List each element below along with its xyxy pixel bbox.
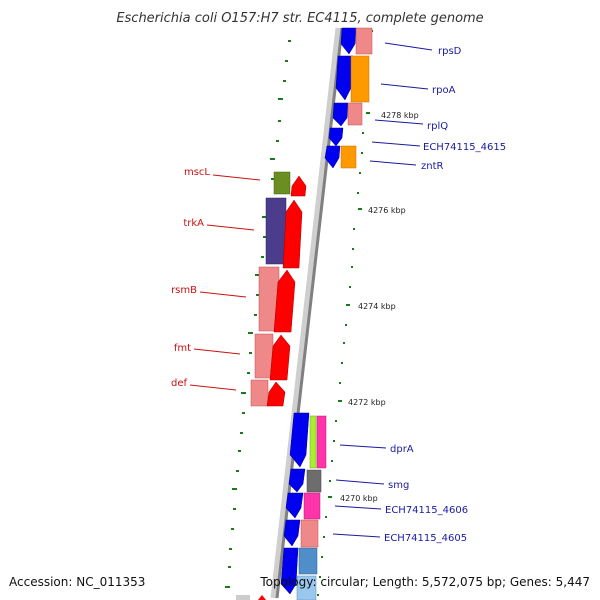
gene-label-rsmB[interactable]: rsmB: [171, 285, 197, 296]
tick-label-4278: 4278 kbp: [381, 111, 419, 120]
left-gene-labels: mscL trkA rsmB fmt def: [171, 167, 261, 391]
gene-label-def[interactable]: def: [171, 378, 188, 389]
lower-gene-cluster: [236, 412, 327, 600]
gene-arrow-rpsD[interactable]: [340, 27, 357, 55]
gene-arrow-rsmB[interactable]: [273, 269, 296, 333]
right-gene-labels: rpsD rpoA rplQ ECH74115_4615 zntR dprA s…: [332, 42, 506, 544]
accession-label: Accession: NC_011353: [9, 575, 145, 589]
gene-label-ECH74115_4605[interactable]: ECH74115_4605: [384, 533, 467, 544]
tick-label-4274: 4274 kbp: [358, 302, 396, 311]
middle-gene-cluster: [250, 171, 307, 407]
gene-arrow-fmt[interactable]: [269, 334, 291, 381]
gene-label-fmt[interactable]: fmt: [174, 343, 191, 354]
inner-dotted-ticks: [225, 40, 291, 588]
gene-arrow-ECH74115_4606[interactable]: [285, 492, 304, 519]
gene-arrow-dprA[interactable]: [289, 412, 310, 468]
gene-label-ECH74115_4606[interactable]: ECH74115_4606: [385, 505, 468, 516]
gene-arrow-ECH74115_4615[interactable]: [328, 127, 344, 147]
gene-label-mscL[interactable]: mscL: [184, 167, 210, 178]
tick-label-4272: 4272 kbp: [348, 398, 386, 407]
gene-arrow-zntR[interactable]: [324, 145, 341, 169]
gene-arrow-def[interactable]: [266, 381, 286, 407]
gene-label-rplQ[interactable]: rplQ: [427, 121, 448, 132]
gene-arrow-mscL[interactable]: [290, 175, 307, 197]
gene-arrow-rplQ[interactable]: [332, 102, 349, 127]
scale-tick-labels: 4278 kbp 4276 kbp 4274 kbp 4272 kbp 4270…: [340, 111, 419, 503]
gene-label-zntR[interactable]: zntR: [421, 161, 444, 172]
gene-arrow-smg[interactable]: [288, 468, 306, 493]
tick-label-4270: 4270 kbp: [340, 494, 378, 503]
gene-arrow-ECH74115_4605[interactable]: [283, 519, 301, 547]
upper-gene-cluster: [324, 27, 373, 169]
gene-arrow-rpoA[interactable]: [335, 55, 354, 101]
gene-label-dprA[interactable]: dprA: [390, 444, 414, 455]
tick-label-4276: 4276 kbp: [368, 206, 406, 215]
gene-label-smg[interactable]: smg: [388, 480, 409, 491]
gene-label-rpoA[interactable]: rpoA: [432, 85, 456, 96]
gene-label-trkA[interactable]: trkA: [183, 218, 204, 229]
map-title: Escherichia coli O157:H7 str. EC4115, co…: [116, 11, 483, 26]
gene-label-ECH74115_4615[interactable]: ECH74115_4615: [423, 142, 506, 153]
gene-label-rpsD[interactable]: rpsD: [438, 46, 462, 57]
gene-arrow-trkA[interactable]: [282, 199, 303, 269]
topology-label: Topology: circular; Length: 5,572,075 bp…: [259, 575, 590, 589]
